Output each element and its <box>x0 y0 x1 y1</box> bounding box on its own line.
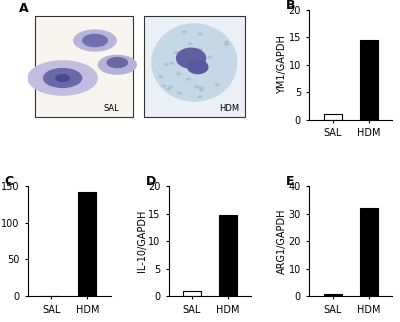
Bar <box>360 40 378 120</box>
Circle shape <box>170 62 174 64</box>
Ellipse shape <box>188 60 208 74</box>
Ellipse shape <box>152 24 237 101</box>
Circle shape <box>225 41 228 43</box>
Bar <box>219 215 237 296</box>
Circle shape <box>162 85 166 87</box>
FancyBboxPatch shape <box>144 16 245 117</box>
Circle shape <box>107 58 127 68</box>
Circle shape <box>178 62 182 64</box>
Y-axis label: IL-10/GAPDH: IL-10/GAPDH <box>136 210 146 272</box>
Circle shape <box>44 69 82 87</box>
Circle shape <box>178 92 181 94</box>
Circle shape <box>28 61 97 95</box>
Y-axis label: YM1/GAPDH: YM1/GAPDH <box>277 35 287 94</box>
Text: A: A <box>19 2 29 15</box>
FancyBboxPatch shape <box>35 16 133 117</box>
Circle shape <box>225 43 229 45</box>
Circle shape <box>167 88 170 90</box>
Text: C: C <box>5 175 14 188</box>
Circle shape <box>182 31 186 33</box>
Circle shape <box>187 78 190 80</box>
Circle shape <box>177 73 180 75</box>
Circle shape <box>198 33 202 35</box>
Bar <box>324 294 342 296</box>
Circle shape <box>199 48 202 50</box>
Circle shape <box>215 84 219 86</box>
Circle shape <box>83 34 107 47</box>
Circle shape <box>188 43 192 45</box>
Circle shape <box>164 64 168 65</box>
Text: E: E <box>286 175 295 188</box>
Circle shape <box>98 55 136 74</box>
Circle shape <box>200 89 203 91</box>
Text: SAL: SAL <box>104 104 120 113</box>
Circle shape <box>174 52 178 53</box>
Circle shape <box>208 56 212 58</box>
Ellipse shape <box>176 48 206 68</box>
Text: B: B <box>286 0 296 12</box>
Bar <box>360 208 378 296</box>
Circle shape <box>199 87 203 89</box>
Y-axis label: ARG1/GAPDH: ARG1/GAPDH <box>277 208 287 274</box>
Bar <box>183 291 201 296</box>
Bar <box>324 114 342 120</box>
Text: D: D <box>146 175 156 188</box>
Circle shape <box>205 68 208 69</box>
Bar <box>78 192 96 296</box>
Circle shape <box>74 30 116 51</box>
Circle shape <box>198 96 202 98</box>
Circle shape <box>56 75 69 81</box>
Circle shape <box>195 86 198 88</box>
Circle shape <box>159 76 162 78</box>
Text: HDM: HDM <box>219 104 239 113</box>
Circle shape <box>178 62 181 63</box>
Circle shape <box>169 86 172 88</box>
